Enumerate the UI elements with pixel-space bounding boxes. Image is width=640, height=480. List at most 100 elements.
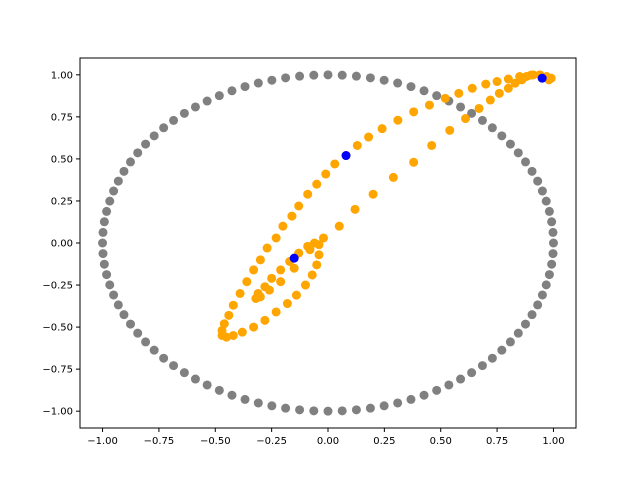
x-tick-label: 0.00 bbox=[317, 436, 339, 447]
data-point bbox=[365, 403, 375, 413]
data-point bbox=[249, 322, 259, 332]
data-point bbox=[432, 385, 442, 395]
data-point bbox=[222, 332, 232, 342]
y-tick-label: −0.75 bbox=[42, 365, 73, 376]
data-point bbox=[109, 186, 119, 196]
data-point bbox=[467, 368, 477, 378]
data-point bbox=[521, 72, 531, 81]
data-point bbox=[289, 263, 299, 273]
data-point bbox=[527, 310, 537, 320]
data-point bbox=[337, 406, 347, 416]
data-point bbox=[379, 401, 389, 411]
data-point bbox=[379, 75, 389, 85]
data-point bbox=[352, 140, 362, 150]
data-point bbox=[282, 299, 292, 309]
data-point bbox=[419, 390, 429, 400]
y-tick-label: 0.50 bbox=[51, 154, 73, 165]
data-point bbox=[485, 95, 495, 105]
data-point bbox=[240, 82, 250, 92]
data-point bbox=[214, 385, 224, 395]
data-point bbox=[240, 394, 250, 404]
data-point bbox=[321, 169, 331, 179]
data-point bbox=[141, 139, 151, 149]
data-point bbox=[445, 125, 455, 135]
data-point bbox=[454, 88, 464, 98]
data-point bbox=[281, 403, 291, 413]
data-point bbox=[119, 310, 129, 320]
data-point bbox=[262, 243, 272, 253]
y-tick-label: −1.00 bbox=[42, 407, 73, 418]
x-tick-label: −1.00 bbox=[87, 436, 118, 447]
data-point bbox=[432, 91, 442, 101]
data-point bbox=[255, 292, 265, 302]
data-point bbox=[159, 353, 169, 363]
data-point bbox=[307, 270, 317, 280]
data-point bbox=[368, 189, 378, 199]
data-point bbox=[169, 115, 179, 125]
data-point bbox=[227, 390, 237, 400]
data-point bbox=[323, 70, 333, 80]
x-tick-label: −0.25 bbox=[256, 436, 287, 447]
data-point bbox=[98, 227, 108, 237]
data-point bbox=[98, 238, 108, 248]
data-point bbox=[544, 206, 554, 216]
data-point bbox=[98, 249, 108, 259]
data-point bbox=[548, 249, 558, 259]
series-2 bbox=[289, 73, 547, 263]
data-point bbox=[253, 398, 263, 408]
data-point bbox=[276, 265, 286, 275]
data-point bbox=[159, 123, 169, 133]
data-point bbox=[109, 290, 119, 300]
data-point bbox=[477, 115, 487, 125]
data-point bbox=[119, 166, 129, 176]
data-point bbox=[533, 300, 543, 310]
data-point bbox=[255, 255, 265, 265]
data-point bbox=[334, 221, 344, 231]
data-point bbox=[527, 166, 537, 176]
y-axis: −1.00 −0.75 −0.50 −0.25 0.00 0.25 0.50 0.75 1.00 bbox=[42, 70, 80, 418]
data-point bbox=[271, 233, 281, 243]
data-point bbox=[487, 123, 497, 133]
data-point bbox=[228, 300, 238, 310]
data-point bbox=[169, 361, 179, 371]
data-point bbox=[393, 398, 403, 408]
data-point bbox=[309, 238, 319, 248]
data-point bbox=[141, 337, 151, 347]
data-point bbox=[427, 140, 437, 150]
data-point bbox=[99, 259, 109, 269]
data-point bbox=[149, 131, 159, 141]
y-tick-label: 1.00 bbox=[51, 70, 73, 81]
x-axis: −1.00 −0.75 −0.50 −0.25 0.00 0.25 0.50 0.75 1.00 bbox=[87, 428, 565, 447]
data-point bbox=[323, 406, 333, 416]
data-point bbox=[271, 307, 281, 317]
data-point bbox=[467, 83, 477, 93]
data-point bbox=[133, 328, 143, 338]
data-point bbox=[300, 280, 310, 290]
data-point bbox=[267, 75, 277, 85]
data-point bbox=[278, 221, 288, 231]
data-point bbox=[202, 96, 212, 106]
x-tick-label: −0.75 bbox=[144, 436, 175, 447]
data-point bbox=[419, 86, 429, 96]
y-tick-label: 0.25 bbox=[51, 196, 73, 207]
data-point bbox=[544, 75, 554, 85]
data-point bbox=[133, 148, 143, 158]
data-point bbox=[505, 337, 515, 347]
data-point bbox=[235, 288, 245, 298]
data-point bbox=[409, 157, 419, 167]
data-point bbox=[264, 285, 274, 295]
data-point bbox=[102, 206, 112, 216]
data-point bbox=[409, 107, 419, 117]
data-point bbox=[260, 315, 270, 325]
y-tick-label: 0.00 bbox=[51, 239, 73, 250]
data-point bbox=[461, 114, 471, 124]
data-point bbox=[544, 270, 554, 280]
data-point bbox=[456, 102, 466, 112]
data-point bbox=[497, 345, 507, 355]
data-point bbox=[289, 253, 299, 263]
data-point bbox=[305, 245, 315, 255]
data-point bbox=[214, 91, 224, 101]
data-point bbox=[503, 83, 513, 93]
data-point bbox=[291, 290, 301, 300]
data-point bbox=[267, 273, 277, 283]
